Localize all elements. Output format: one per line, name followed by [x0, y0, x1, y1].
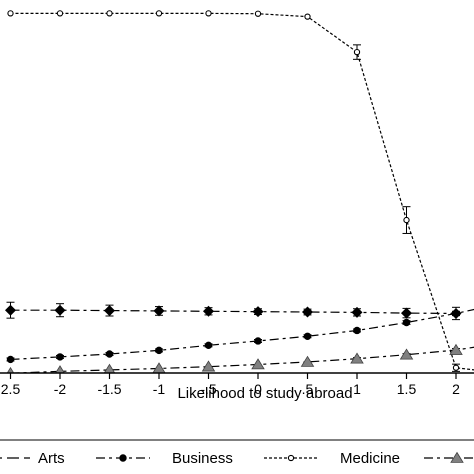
series-medicine-marker: [155, 10, 163, 17]
series-unnamed-3-marker: [104, 305, 115, 317]
series-unnamed-4-marker: [55, 365, 65, 373]
series-unnamed-3-marker: [351, 306, 363, 318]
series-medicine-marker: [56, 10, 64, 17]
series-business-marker: [204, 341, 213, 350]
series-unnamed-3: [5, 301, 462, 321]
series-unnamed-3-marker: [203, 305, 214, 317]
x-tick-label: 1: [353, 381, 361, 397]
series-unnamed-3-marker: [302, 306, 313, 318]
series-unnamed-4-marker: [251, 358, 265, 370]
x-tick-label: -1: [153, 381, 166, 397]
legend-item-medicine: Medicine: [264, 450, 400, 467]
series-unnamed-4-marker: [350, 352, 364, 364]
legend-item-unnamed-3: [424, 451, 474, 463]
series-unnamed-4-marker: [152, 362, 166, 373]
plot-area: [5, 10, 474, 373]
series-medicine-marker: [353, 48, 361, 56]
series-medicine-marker: [304, 13, 311, 20]
series-unnamed-4-marker: [300, 355, 315, 367]
series-business-marker: [254, 337, 262, 345]
series-business-marker: [353, 326, 361, 335]
x-tick-label: 1.5: [397, 381, 417, 397]
series-unnamed-3-marker: [54, 304, 66, 316]
series-unnamed-3-marker: [252, 306, 264, 318]
x-axis-ticks: 2.5 -2 -1.5 -1 -.5 0 .5 1 1.5 2: [1, 373, 460, 397]
x-tick-label: -.5: [200, 381, 217, 397]
series-medicine-marker: [403, 216, 410, 224]
series-business-marker: [155, 346, 163, 355]
legend-item-medicine-marker: [287, 454, 295, 462]
series-medicine-marker: [452, 364, 460, 371]
legend-item-business-label: Business: [172, 450, 233, 467]
series-unnamed-3-marker: [5, 304, 16, 316]
legend: Arts Business Medicine: [0, 450, 474, 467]
series-medicine: [7, 10, 474, 372]
series-medicine-marker: [7, 10, 14, 17]
x-tick-label: -2: [54, 381, 67, 397]
legend-item-arts-label: Arts: [38, 450, 65, 467]
series-business-marker: [402, 318, 411, 327]
series-unnamed-3-marker: [153, 305, 165, 317]
legend-item-medicine-label: Medicine: [340, 450, 400, 467]
legend-item-business: Business: [96, 450, 233, 467]
legend-item-business-marker: [119, 454, 127, 462]
x-tick-label: -1.5: [97, 381, 121, 397]
legend-item-arts: Arts: [0, 450, 65, 467]
x-tick-label: 2.5: [1, 381, 21, 397]
series-unnamed-3-marker: [401, 307, 412, 319]
series-unnamed-4-marker: [399, 348, 414, 360]
series-medicine-marker: [254, 10, 262, 17]
series-medicine-marker: [205, 10, 212, 17]
x-tick-label: 2: [452, 381, 460, 397]
series-medicine-marker: [106, 10, 113, 17]
series-unnamed-4-marker: [201, 360, 216, 372]
series-unnamed-4-marker: [103, 363, 116, 373]
series-business-marker: [303, 332, 312, 340]
series-business-marker: [56, 353, 64, 361]
series-unnamed-3-marker: [450, 307, 462, 319]
x-tick-label: 0: [254, 381, 262, 397]
x-tick-label: .5: [302, 381, 314, 397]
series-unnamed-3-line: [10, 309, 457, 315]
legend-item-unnamed-3-marker: [450, 451, 464, 463]
series-unnamed-4-marker: [449, 343, 463, 355]
series-business-marker: [6, 355, 15, 364]
x-axis-label: Likelihood to study abroad: [177, 385, 352, 402]
series-business-marker: [105, 350, 114, 358]
series-unnamed-4: [6, 343, 474, 373]
